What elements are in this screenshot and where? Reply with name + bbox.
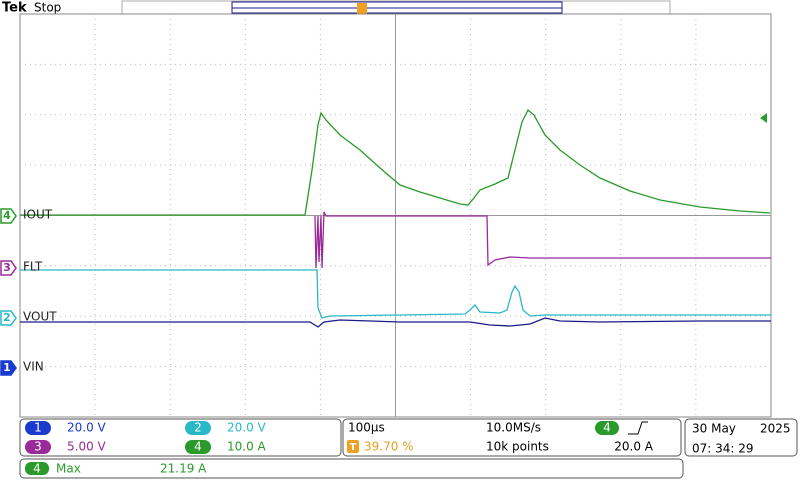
channel-label: VIN <box>23 360 44 374</box>
trigger-level-arrow <box>760 113 767 123</box>
time: 07: 34: 29 <box>692 442 754 456</box>
waveform-ch2 <box>20 269 771 319</box>
scale-badge <box>25 440 51 454</box>
scale-channel: 4 <box>194 440 202 454</box>
channel-label: IOUT <box>23 208 53 222</box>
scale-value: 20.0 V <box>67 421 107 435</box>
status: Stop <box>34 1 61 15</box>
scale-panel <box>19 418 342 457</box>
trigger-level: 20.0 A <box>614 440 654 454</box>
brand: Tek <box>2 1 27 16</box>
scale-value: 20.0 V <box>227 421 267 435</box>
sample-rate: 10.0MS/s <box>486 421 541 435</box>
scale-value: 10.0 A <box>227 440 267 454</box>
scale-badge <box>185 421 211 435</box>
scale-channel: 2 <box>194 421 202 435</box>
waveform-ch1 <box>20 317 771 328</box>
trigger-position: 39.70 % <box>364 440 414 454</box>
measurement-name: Max <box>56 462 81 476</box>
channel-marker <box>0 310 17 326</box>
channel-label: FLT <box>23 260 43 274</box>
trigger-position-icon-box <box>347 440 359 453</box>
channel-number: 2 <box>3 311 11 324</box>
scale-channel: 3 <box>34 440 42 454</box>
channel-marker <box>0 208 17 224</box>
channel-number: 3 <box>3 261 11 274</box>
measurement-value: 21.19 A <box>160 462 207 476</box>
scale-value: 5.00 V <box>67 440 107 454</box>
year: 2025 <box>760 422 791 436</box>
channel-label: VOUT <box>23 310 57 324</box>
waveform-ch3 <box>314 211 771 269</box>
measurement-channel: 4 <box>33 462 41 476</box>
scale-badge <box>185 440 211 454</box>
channel-marker <box>0 260 17 276</box>
scale-channel: 1 <box>34 421 42 435</box>
time-per-div: 100µs <box>348 421 385 435</box>
trigger-position-icon: T <box>350 442 357 453</box>
scale-badge <box>25 421 51 435</box>
trigger-slope <box>628 421 648 435</box>
measurement-channel-badge <box>25 462 49 475</box>
waveform-ch4 <box>20 108 771 216</box>
measurement-panel <box>19 458 684 479</box>
trigger-channel-badge <box>595 421 619 435</box>
date: 30 May <box>692 422 736 436</box>
channel-number: 1 <box>3 361 11 374</box>
record-trigger <box>357 3 367 14</box>
trigger-channel: 4 <box>603 421 611 435</box>
datetime-panel <box>684 418 798 457</box>
channel-marker <box>0 360 17 376</box>
record-length: 10k points <box>486 440 549 454</box>
channel-number: 4 <box>3 209 11 222</box>
